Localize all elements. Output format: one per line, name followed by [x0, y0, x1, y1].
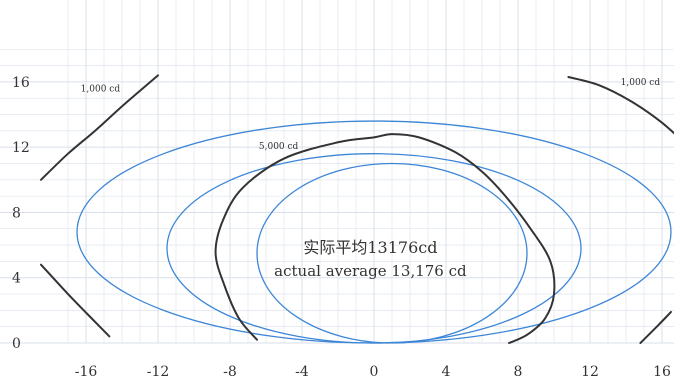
curve-label: 5,000 cd [259, 142, 299, 152]
measured-curve-4 [639, 310, 672, 344]
x-tick-label: 8 [514, 364, 523, 380]
y-tick-label: 4 [12, 271, 21, 287]
measured-curve-2 [40, 263, 111, 338]
ellipse-contour-2 [166, 153, 582, 344]
y-tick-label: 12 [12, 140, 30, 156]
curve-labels: 1,000 cd 1,000 cd 5,000 cd [81, 78, 661, 152]
x-tick-label: 0 [370, 364, 379, 380]
y-tick-label: 0 [12, 336, 21, 352]
x-tick-label: 4 [442, 364, 451, 380]
x-tick-label: 12 [581, 364, 599, 380]
ellipse-group [76, 120, 672, 344]
x-tick-label: -4 [295, 364, 309, 380]
measured-curve-1 [40, 74, 159, 181]
x-tick-label: -16 [75, 364, 98, 380]
measured-curve-5 [214, 133, 556, 344]
curve-label: 1,000 cd [621, 78, 661, 88]
y-tick-label: 8 [12, 205, 21, 221]
annotation-english: actual average 13,176 cd [274, 262, 467, 280]
measured-curve-group [40, 74, 674, 344]
x-tick-label: -12 [147, 364, 170, 380]
measured-curve-3 [567, 75, 674, 135]
tick-labels: -16 -12 -8 -4 0 4 8 12 16 0 4 8 12 16 [12, 75, 671, 380]
y-tick-label: 16 [12, 75, 30, 91]
curve-label: 1,000 cd [81, 85, 121, 95]
x-tick-label: -8 [223, 364, 237, 380]
annotation-chinese: 实际平均13176cd [303, 238, 437, 257]
x-tick-label: 16 [653, 364, 671, 380]
grid [0, 0, 674, 344]
ellipse-contour-3 [256, 162, 528, 344]
